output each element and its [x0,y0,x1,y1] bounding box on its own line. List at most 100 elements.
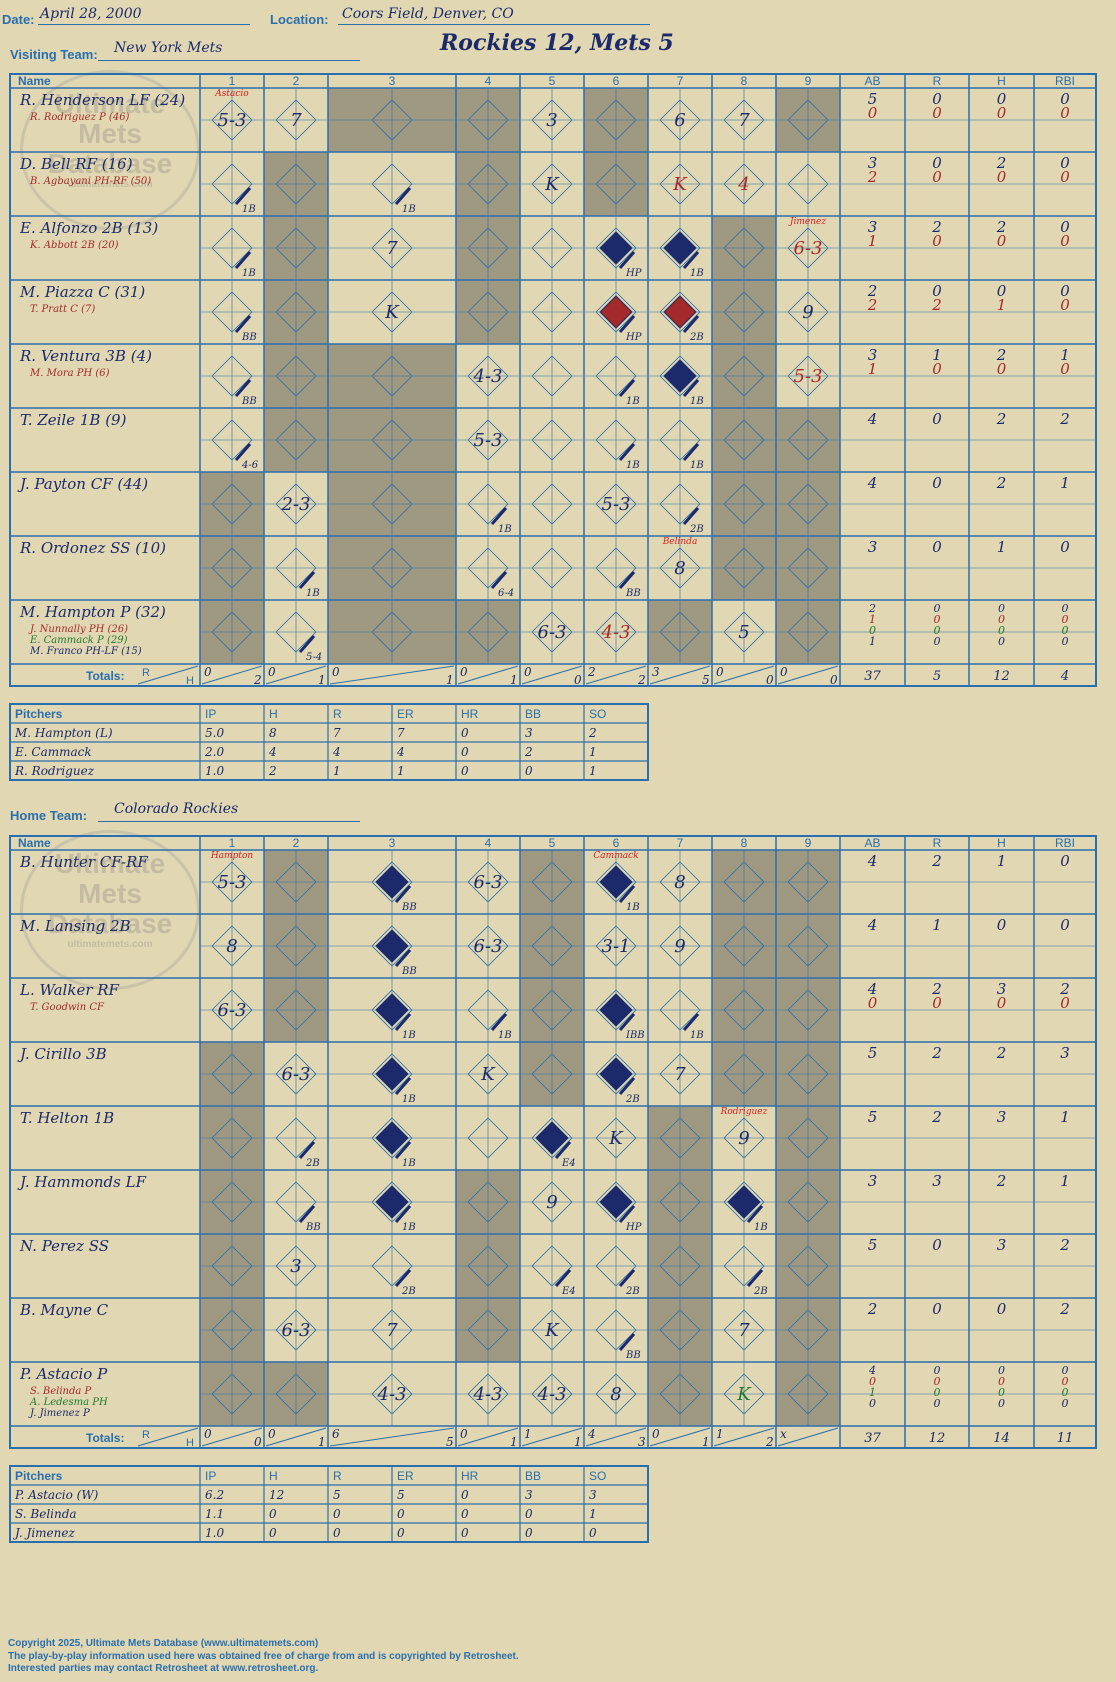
grid-border [9,835,1097,1449]
base-diamond [275,227,317,269]
inning-runs-total: 0 [268,665,276,679]
pitcher-name: M. Hampton (L) [14,726,113,740]
base-diamond [531,925,573,967]
play-notation: 2B [625,1286,640,1297]
play-notation: 6-3 [218,1000,247,1021]
play-notation: HP [625,332,642,343]
play-notation: 1B [626,902,640,913]
inning-header: 9 [805,836,812,850]
player-stat-value: 2 [931,1108,942,1126]
base-diamond [723,99,765,141]
pitcher-stat: 0 [461,1488,469,1502]
inning-hits-total: 2 [637,673,646,687]
base-diamond [275,163,317,205]
inning-runs-total: 0 [204,665,212,679]
pitcher-stat: 1 [589,1507,597,1521]
player-stat-value: 0 [934,1397,941,1410]
play-notation: 3-1 [602,936,631,957]
team-stat-total: 4 [1060,669,1069,684]
play-notation: 5-3 [474,430,503,451]
player-stat-value: 0 [934,1364,941,1377]
player-stat-value: 0 [1060,994,1070,1012]
pitcher-table-header: Pitchers [15,1469,63,1483]
footer-retrosheet-note: The play-by-play information used here w… [8,1651,519,1662]
home-team-label: Home Team: [10,808,88,823]
pitcher-stat: 0 [525,1507,533,1521]
player-stat-value: 0 [997,916,1007,934]
player-stat-value: 0 [1062,1397,1069,1410]
player-stat-value: 0 [997,1300,1007,1318]
basepath-mark [234,251,252,269]
basepath-mark [234,443,252,461]
player-stat-value: 3 [932,1172,942,1190]
player-name: L. Walker RF [19,981,120,999]
base-diamond [595,1245,637,1287]
base-diamond [723,1373,765,1415]
play-notation: 1B [690,460,704,471]
play-notation: K [384,302,400,323]
basepath-mark [298,571,316,589]
player-stat-value: 0 [997,232,1007,250]
basepath-mark [618,1077,636,1095]
base-diamond [787,483,829,525]
basepath-mark [298,1141,316,1159]
basepath-mark [618,1269,636,1287]
base-diamond [659,163,701,205]
inning-hits-total: 5 [446,1435,454,1449]
player-stat-value: 0 [932,410,942,428]
base-diamond [595,925,637,967]
player-stat-value: 3 [868,1172,878,1190]
player-stat-value: 0 [997,90,1007,108]
totals-inning-divider [777,665,839,685]
basepath-mark [618,1333,636,1351]
player-stat-value: 0 [1060,360,1070,378]
base-diamond [659,611,701,653]
pitcher-name: E. Cammack [14,745,92,759]
base-diamond [275,989,317,1031]
base-diamond [659,1181,701,1223]
base-diamond [531,99,573,141]
player-stat-value: 0 [998,635,1005,648]
player-stat-value: 0 [934,624,941,637]
base-diamond [595,1181,637,1223]
player-stat-value: 0 [932,360,942,378]
inning-header: 4 [485,836,492,850]
base-diamond [723,547,765,589]
pitcher-table-header: IP [205,707,216,721]
basepath-mark [746,1205,764,1223]
play-notation: 1B [690,1030,704,1041]
player-name: M. Hampton P (32) [19,603,166,621]
player-name: J. Payton CF (44) [17,475,148,493]
base-diamond [531,1373,573,1415]
player-stat-value: 2 [931,218,942,236]
substitute-name: M. Mora PH (6) [29,368,110,379]
base-diamond [659,483,701,525]
play-notation: 9 [802,302,813,323]
player-name: J. Hammonds LF [17,1173,147,1191]
base-diamond [467,1181,509,1223]
player-stat-value: 2 [867,1300,878,1318]
player-stat-value: 0 [1060,538,1070,556]
run-scored-diamond [599,993,633,1027]
player-stat-value: 1 [932,916,942,934]
pitcher-table-header: HR [461,1469,479,1483]
pitcher-table-header: ER [397,1469,414,1483]
pitcher-stat: 0 [461,764,469,778]
inning-hits-total: 0 [830,673,838,687]
player-stat-value: 0 [932,282,942,300]
player-stat-value: 0 [1062,635,1069,648]
team-stat-total: 37 [864,669,881,684]
player-stat-value: 2 [996,346,1007,364]
player-stat-value: 0 [997,360,1007,378]
base-diamond [275,355,317,397]
player-stat-value: 2 [996,1044,1007,1062]
play-notation: 1B [402,1094,416,1105]
basepath-mark [234,187,252,205]
base-diamond [723,861,765,903]
totals-inning-divider [329,1427,455,1447]
player-stat-value: 4 [867,852,878,870]
player-stat-value: 0 [998,1386,1005,1399]
base-diamond [211,989,253,1031]
date-value: April 28, 2000 [40,6,142,22]
inning-runs-total: x [780,1427,787,1441]
